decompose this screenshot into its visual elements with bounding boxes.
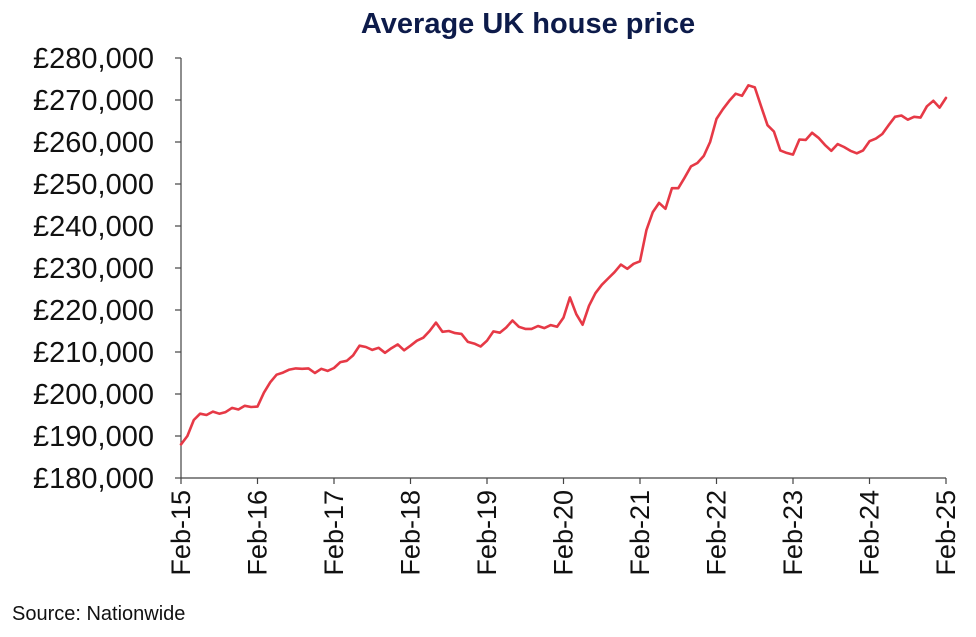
source-note: Source: Nationwide bbox=[12, 603, 186, 625]
series-line bbox=[179, 84, 948, 446]
line-chart: £180,000 £190,000 £200,000 £210,000 £220,000… bbox=[33, 43, 961, 576]
x-tick-label: Feb-19 bbox=[472, 490, 502, 576]
y-axis: £180,000 £190,000 £200,000 £210,000 £220,000… bbox=[33, 43, 182, 495]
y-tick-label: £190,000 bbox=[33, 421, 154, 453]
x-tick-label: Feb-15 bbox=[166, 490, 196, 576]
x-tick-label: Feb-16 bbox=[243, 490, 273, 576]
x-tick-label: Feb-24 bbox=[855, 490, 885, 576]
x-tick-label: Feb-20 bbox=[549, 490, 579, 576]
chart-title: Average UK house price bbox=[360, 8, 696, 40]
y-tick-label: £280,000 bbox=[33, 43, 154, 75]
y-tick-label: £250,000 bbox=[33, 169, 154, 201]
y-tick-label: £260,000 bbox=[33, 127, 154, 159]
y-tick-label: £200,000 bbox=[33, 379, 154, 411]
y-tick-label: £210,000 bbox=[33, 337, 154, 369]
y-tick-label: £270,000 bbox=[33, 85, 154, 117]
y-tick-label: £220,000 bbox=[33, 295, 154, 327]
x-tick-label: Feb-18 bbox=[396, 490, 426, 576]
y-tick-label: £230,000 bbox=[33, 253, 154, 285]
x-axis: Feb-15 Feb-16 Feb-17 Feb-18 Feb-19 Feb-20 Feb-… bbox=[166, 477, 961, 576]
x-tick-label: Feb-22 bbox=[702, 490, 732, 576]
x-tick-label: Feb-23 bbox=[778, 490, 808, 576]
y-tick-label: £240,000 bbox=[33, 211, 154, 243]
series-group bbox=[179, 84, 948, 446]
y-tick-label: £180,000 bbox=[33, 463, 154, 495]
x-tick-label: Feb-17 bbox=[319, 490, 349, 576]
x-tick-label: Feb-21 bbox=[625, 490, 655, 576]
x-tick-label: Feb-25 bbox=[931, 490, 961, 576]
